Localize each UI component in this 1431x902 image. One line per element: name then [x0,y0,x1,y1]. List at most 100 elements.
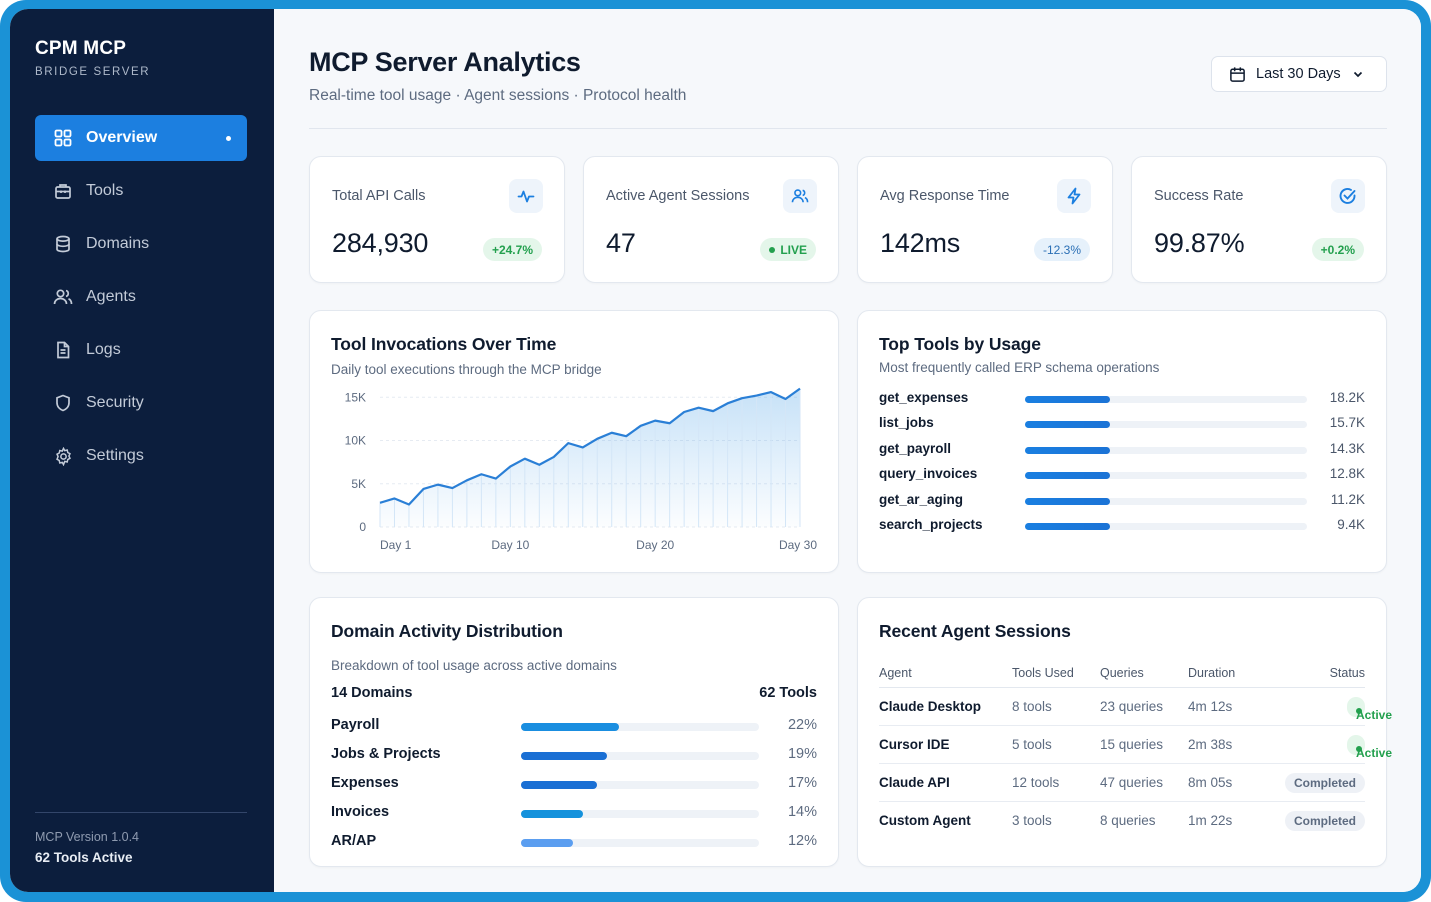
x-tick-label: Day 20 [636,538,674,552]
sidebar-item-label: Settings [86,447,144,464]
top-tools-card: Top Tools by Usage Most frequently calle… [857,310,1387,573]
queries: 15 queries [1100,737,1164,752]
domain-list: Payroll 22% Jobs & Projects 19% Expenses… [331,716,817,861]
sessions-table: Agent Tools Used Queries Duration Status… [879,658,1392,840]
domain-name: Jobs & Projects [331,746,441,762]
column-header: Queries [1100,666,1144,680]
kpi-label: Success Rate [1154,188,1244,204]
queries: 47 queries [1100,775,1164,790]
tool-name: search_projects [879,516,983,532]
tool-row: search_projects 9.4K [879,517,1365,542]
domain-bar-fill [521,752,607,760]
domain-value: 14% [787,804,817,820]
card-title: Top Tools by Usage [879,334,1041,354]
x-tick-label: Day 10 [491,538,529,552]
sidebar-item-agents[interactable]: Agents [35,274,247,320]
agent-name: Cursor IDE [879,737,950,752]
invocations-chart: 0 5K 10K 15K Day 1 Day 10 Day 20 Day 30 [345,387,817,552]
kpi-label: Active Agent Sessions [606,188,750,204]
check-circle-icon [1331,179,1365,213]
domain-name: Payroll [331,717,380,733]
status-label: Active [1356,746,1393,760]
sidebar-item-overview[interactable]: Overview [35,115,247,161]
sidebar-item-security[interactable]: Security [35,380,247,426]
header-divider [309,128,1387,129]
sidebar-item-label: Security [86,394,144,411]
kpi-card-response-time: Avg Response Time 142ms -12.3% [857,156,1113,283]
column-header: Duration [1188,666,1236,680]
tool-count: 62 Tools [759,685,817,701]
sidebar-item-label: Domains [86,235,150,252]
sidebar-item-label: Tools [86,182,124,199]
chevron-down-icon [1352,68,1364,80]
card-title: Recent Agent Sessions [879,621,1071,641]
domain-bar-fill [521,839,574,847]
tool-bar-track [1025,446,1307,454]
recent-sessions-card: Recent Agent Sessions Agent Tools Used Q… [857,597,1392,867]
tool-value: 18.2K [1329,390,1365,405]
tool-name: query_invoices [879,466,978,482]
y-tick-label: 5K [351,477,366,491]
table-row[interactable]: Claude API 12 tools 47 queries 8m 05s Co… [879,764,1365,802]
domain-bar-track [521,810,759,818]
domain-row: AR/AP 12% [331,832,817,861]
users-icon [53,287,73,307]
tool-bar-fill [1025,497,1110,505]
tools-used: 8 tools [1012,699,1052,714]
tool-row: get_payroll 14.3K [879,441,1365,466]
live-dot [769,246,776,253]
status-badge: Active [1347,735,1392,760]
domain-value: 22% [787,717,817,733]
table-row[interactable]: Claude Desktop 8 tools 23 queries 4m 12s… [879,688,1392,726]
kpi-value: 284,930 [332,228,429,258]
lightning-icon [1057,179,1091,213]
tool-value: 12.8K [1329,466,1365,482]
sidebar-item-logs[interactable]: Logs [35,327,247,373]
domain-count: 14 Domains [331,685,413,701]
tools-used: 12 tools [1012,775,1060,790]
date-range-dropdown[interactable]: Last 30 Days [1211,56,1387,92]
sidebar-item-settings[interactable]: Settings [35,433,247,479]
table-row[interactable]: Cursor IDE 5 tools 15 queries 2m 38s Act… [879,726,1392,764]
table-row[interactable]: Custom Agent 3 tools 8 queries 1m 22s Co… [879,802,1365,840]
card-subtitle: Breakdown of tool usage across active do… [331,658,617,673]
date-range-label: Last 30 Days [1256,66,1341,82]
tools-active-label: 62 Tools Active [35,850,133,865]
tool-value: 15.7K [1329,415,1365,431]
domain-row: Invoices 14% [331,803,817,832]
domain-bar-track [521,781,759,789]
tool-bar-fill [1025,421,1110,429]
domain-row: Expenses 17% [331,774,817,803]
chart-area [380,388,800,527]
y-tick-label: 15K [345,390,366,404]
domain-value: 17% [787,775,817,791]
app-window: CPM MCP BRIDGE SERVER Overview Tools [10,9,1421,892]
gear-icon [53,446,73,466]
sidebar-item-tools[interactable]: Tools [35,168,247,214]
card-subtitle: Most frequently called ERP schema operat… [879,360,1160,375]
brand-title: CPM MCP [35,38,127,59]
tool-value: 14.3K [1329,440,1365,456]
duration: 8m 05s [1188,775,1233,790]
column-header: Status [1329,666,1365,680]
kpi-badge: +0.2% [1311,238,1364,261]
version-label: MCP Version 1.0.4 [35,830,139,844]
tool-bar-track [1025,472,1307,480]
sidebar-item-label: Overview [86,129,158,146]
invocations-card: Tool Invocations Over Time Daily tool ex… [309,310,839,573]
agent-name: Claude API [879,775,950,790]
sidebar: CPM MCP BRIDGE SERVER Overview Tools [10,9,274,892]
domain-summary: 14 Domains 62 Tools [331,685,817,701]
active-indicator [226,136,231,141]
sidebar-item-domains[interactable]: Domains [35,221,247,267]
card-title: Tool Invocations Over Time [331,334,557,354]
duration: 1m 22s [1188,813,1233,828]
tool-name: get_expenses [879,390,969,405]
calendar-icon [1229,66,1246,83]
activity-icon [509,179,543,213]
brand-subtitle: BRIDGE SERVER [35,66,151,78]
tool-bar-fill [1025,522,1110,530]
users-icon [783,179,817,213]
kpi-value: 99.87% [1154,228,1245,258]
